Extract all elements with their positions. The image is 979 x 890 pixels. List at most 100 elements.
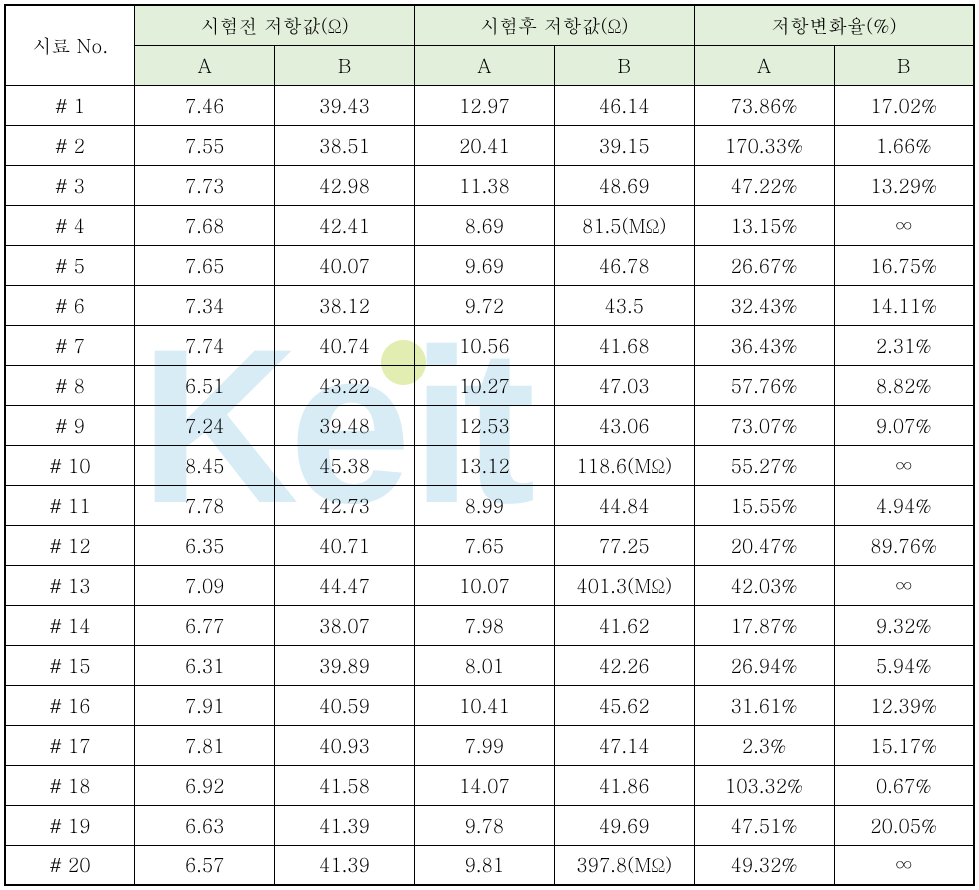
cell-no: # 5 [5, 245, 135, 285]
cell-change-b: 0.67% [834, 765, 974, 805]
cell-change-a: 103.32% [694, 765, 834, 805]
cell-before-a: 6.31 [135, 645, 275, 685]
cell-change-a: 57.76% [694, 365, 834, 405]
table-row: # 146.7738.077.9841.6217.87%9.32% [5, 605, 974, 645]
cell-after-b: 48.69 [554, 165, 694, 205]
table-row: # 108.4545.3813.12118.6(MΩ)55.27%∞ [5, 445, 974, 485]
cell-after-a: 7.65 [414, 525, 554, 565]
table-row: # 77.7440.7410.5641.6836.43%2.31% [5, 325, 974, 365]
cell-after-a: 7.99 [414, 725, 554, 765]
table-row: # 196.6341.399.7849.6947.51%20.05% [5, 805, 974, 845]
table-row: # 47.6842.418.6981.5(MΩ)13.15%∞ [5, 205, 974, 245]
cell-change-b: 16.75% [834, 245, 974, 285]
cell-before-b: 40.74 [275, 325, 415, 365]
cell-before-a: 7.74 [135, 325, 275, 365]
cell-after-a: 20.41 [414, 125, 554, 165]
cell-after-a: 8.69 [414, 205, 554, 245]
cell-after-b: 81.5(MΩ) [554, 205, 694, 245]
table-row: # 126.3540.717.6577.2520.47%89.76% [5, 525, 974, 565]
cell-change-a: 170.33% [694, 125, 834, 165]
cell-before-a: 7.46 [135, 85, 275, 125]
cell-after-b: 46.78 [554, 245, 694, 285]
cell-change-a: 20.47% [694, 525, 834, 565]
cell-after-a: 10.07 [414, 565, 554, 605]
cell-change-a: 26.67% [694, 245, 834, 285]
cell-no: # 8 [5, 365, 135, 405]
cell-change-b: 8.82% [834, 365, 974, 405]
cell-no: # 6 [5, 285, 135, 325]
cell-no: # 3 [5, 165, 135, 205]
cell-change-a: 55.27% [694, 445, 834, 485]
cell-before-b: 42.41 [275, 205, 415, 245]
cell-after-a: 10.27 [414, 365, 554, 405]
header-change-b: B [834, 45, 974, 85]
cell-after-a: 9.78 [414, 805, 554, 845]
cell-change-b: 9.32% [834, 605, 974, 645]
cell-after-b: 42.26 [554, 645, 694, 685]
table-row: # 17.4639.4312.9746.1473.86%17.02% [5, 85, 974, 125]
cell-change-b: 13.29% [834, 165, 974, 205]
cell-before-a: 7.34 [135, 285, 275, 325]
resistance-table: 시료 No. 시험전 저항값(Ω) 시험후 저항값(Ω) 저항변화율(%) A … [4, 4, 975, 886]
cell-no: # 1 [5, 85, 135, 125]
cell-after-b: 49.69 [554, 805, 694, 845]
cell-before-a: 7.91 [135, 685, 275, 725]
cell-no: # 15 [5, 645, 135, 685]
cell-before-b: 39.48 [275, 405, 415, 445]
cell-change-a: 73.07% [694, 405, 834, 445]
table-row: # 67.3438.129.7243.532.43%14.11% [5, 285, 974, 325]
cell-after-a: 11.38 [414, 165, 554, 205]
cell-change-b: 17.02% [834, 85, 974, 125]
cell-no: # 14 [5, 605, 135, 645]
cell-no: # 17 [5, 725, 135, 765]
cell-change-a: 47.51% [694, 805, 834, 845]
cell-change-b: 14.11% [834, 285, 974, 325]
cell-before-a: 7.65 [135, 245, 275, 285]
cell-before-a: 7.78 [135, 485, 275, 525]
cell-before-b: 40.71 [275, 525, 415, 565]
cell-after-b: 44.84 [554, 485, 694, 525]
cell-no: # 20 [5, 845, 135, 885]
table-row: # 156.3139.898.0142.2626.94%5.94% [5, 645, 974, 685]
cell-before-a: 7.68 [135, 205, 275, 245]
cell-after-b: 41.62 [554, 605, 694, 645]
cell-after-b: 43.5 [554, 285, 694, 325]
cell-before-b: 44.47 [275, 565, 415, 605]
table-row: # 97.2439.4812.5343.0673.07%9.07% [5, 405, 974, 445]
cell-before-b: 40.93 [275, 725, 415, 765]
cell-change-a: 32.43% [694, 285, 834, 325]
cell-change-b: ∞ [834, 845, 974, 885]
cell-no: # 12 [5, 525, 135, 565]
cell-before-a: 7.09 [135, 565, 275, 605]
cell-change-a: 42.03% [694, 565, 834, 605]
cell-before-b: 41.39 [275, 805, 415, 845]
cell-after-a: 9.81 [414, 845, 554, 885]
cell-change-a: 49.32% [694, 845, 834, 885]
cell-change-b: 4.94% [834, 485, 974, 525]
cell-before-b: 41.58 [275, 765, 415, 805]
cell-no: # 10 [5, 445, 135, 485]
cell-before-b: 38.51 [275, 125, 415, 165]
cell-after-a: 10.41 [414, 685, 554, 725]
cell-before-a: 6.77 [135, 605, 275, 645]
cell-change-a: 47.22% [694, 165, 834, 205]
cell-after-a: 9.72 [414, 285, 554, 325]
table-row: # 117.7842.738.9944.8415.55%4.94% [5, 485, 974, 525]
table-row: # 167.9140.5910.4145.6231.61%12.39% [5, 685, 974, 725]
cell-change-b: 9.07% [834, 405, 974, 445]
cell-before-b: 42.73 [275, 485, 415, 525]
cell-after-b: 47.14 [554, 725, 694, 765]
cell-change-b: 12.39% [834, 685, 974, 725]
cell-before-b: 38.12 [275, 285, 415, 325]
cell-no: # 18 [5, 765, 135, 805]
header-before-a: A [135, 45, 275, 85]
cell-after-b: 39.15 [554, 125, 694, 165]
cell-change-a: 31.61% [694, 685, 834, 725]
cell-no: # 13 [5, 565, 135, 605]
cell-after-a: 9.69 [414, 245, 554, 285]
cell-after-b: 118.6(MΩ) [554, 445, 694, 485]
table-row: # 137.0944.4710.07401.3(MΩ)42.03%∞ [5, 565, 974, 605]
table-row: # 206.5741.399.81397.8(MΩ)49.32%∞ [5, 845, 974, 885]
cell-before-b: 38.07 [275, 605, 415, 645]
cell-before-b: 45.38 [275, 445, 415, 485]
